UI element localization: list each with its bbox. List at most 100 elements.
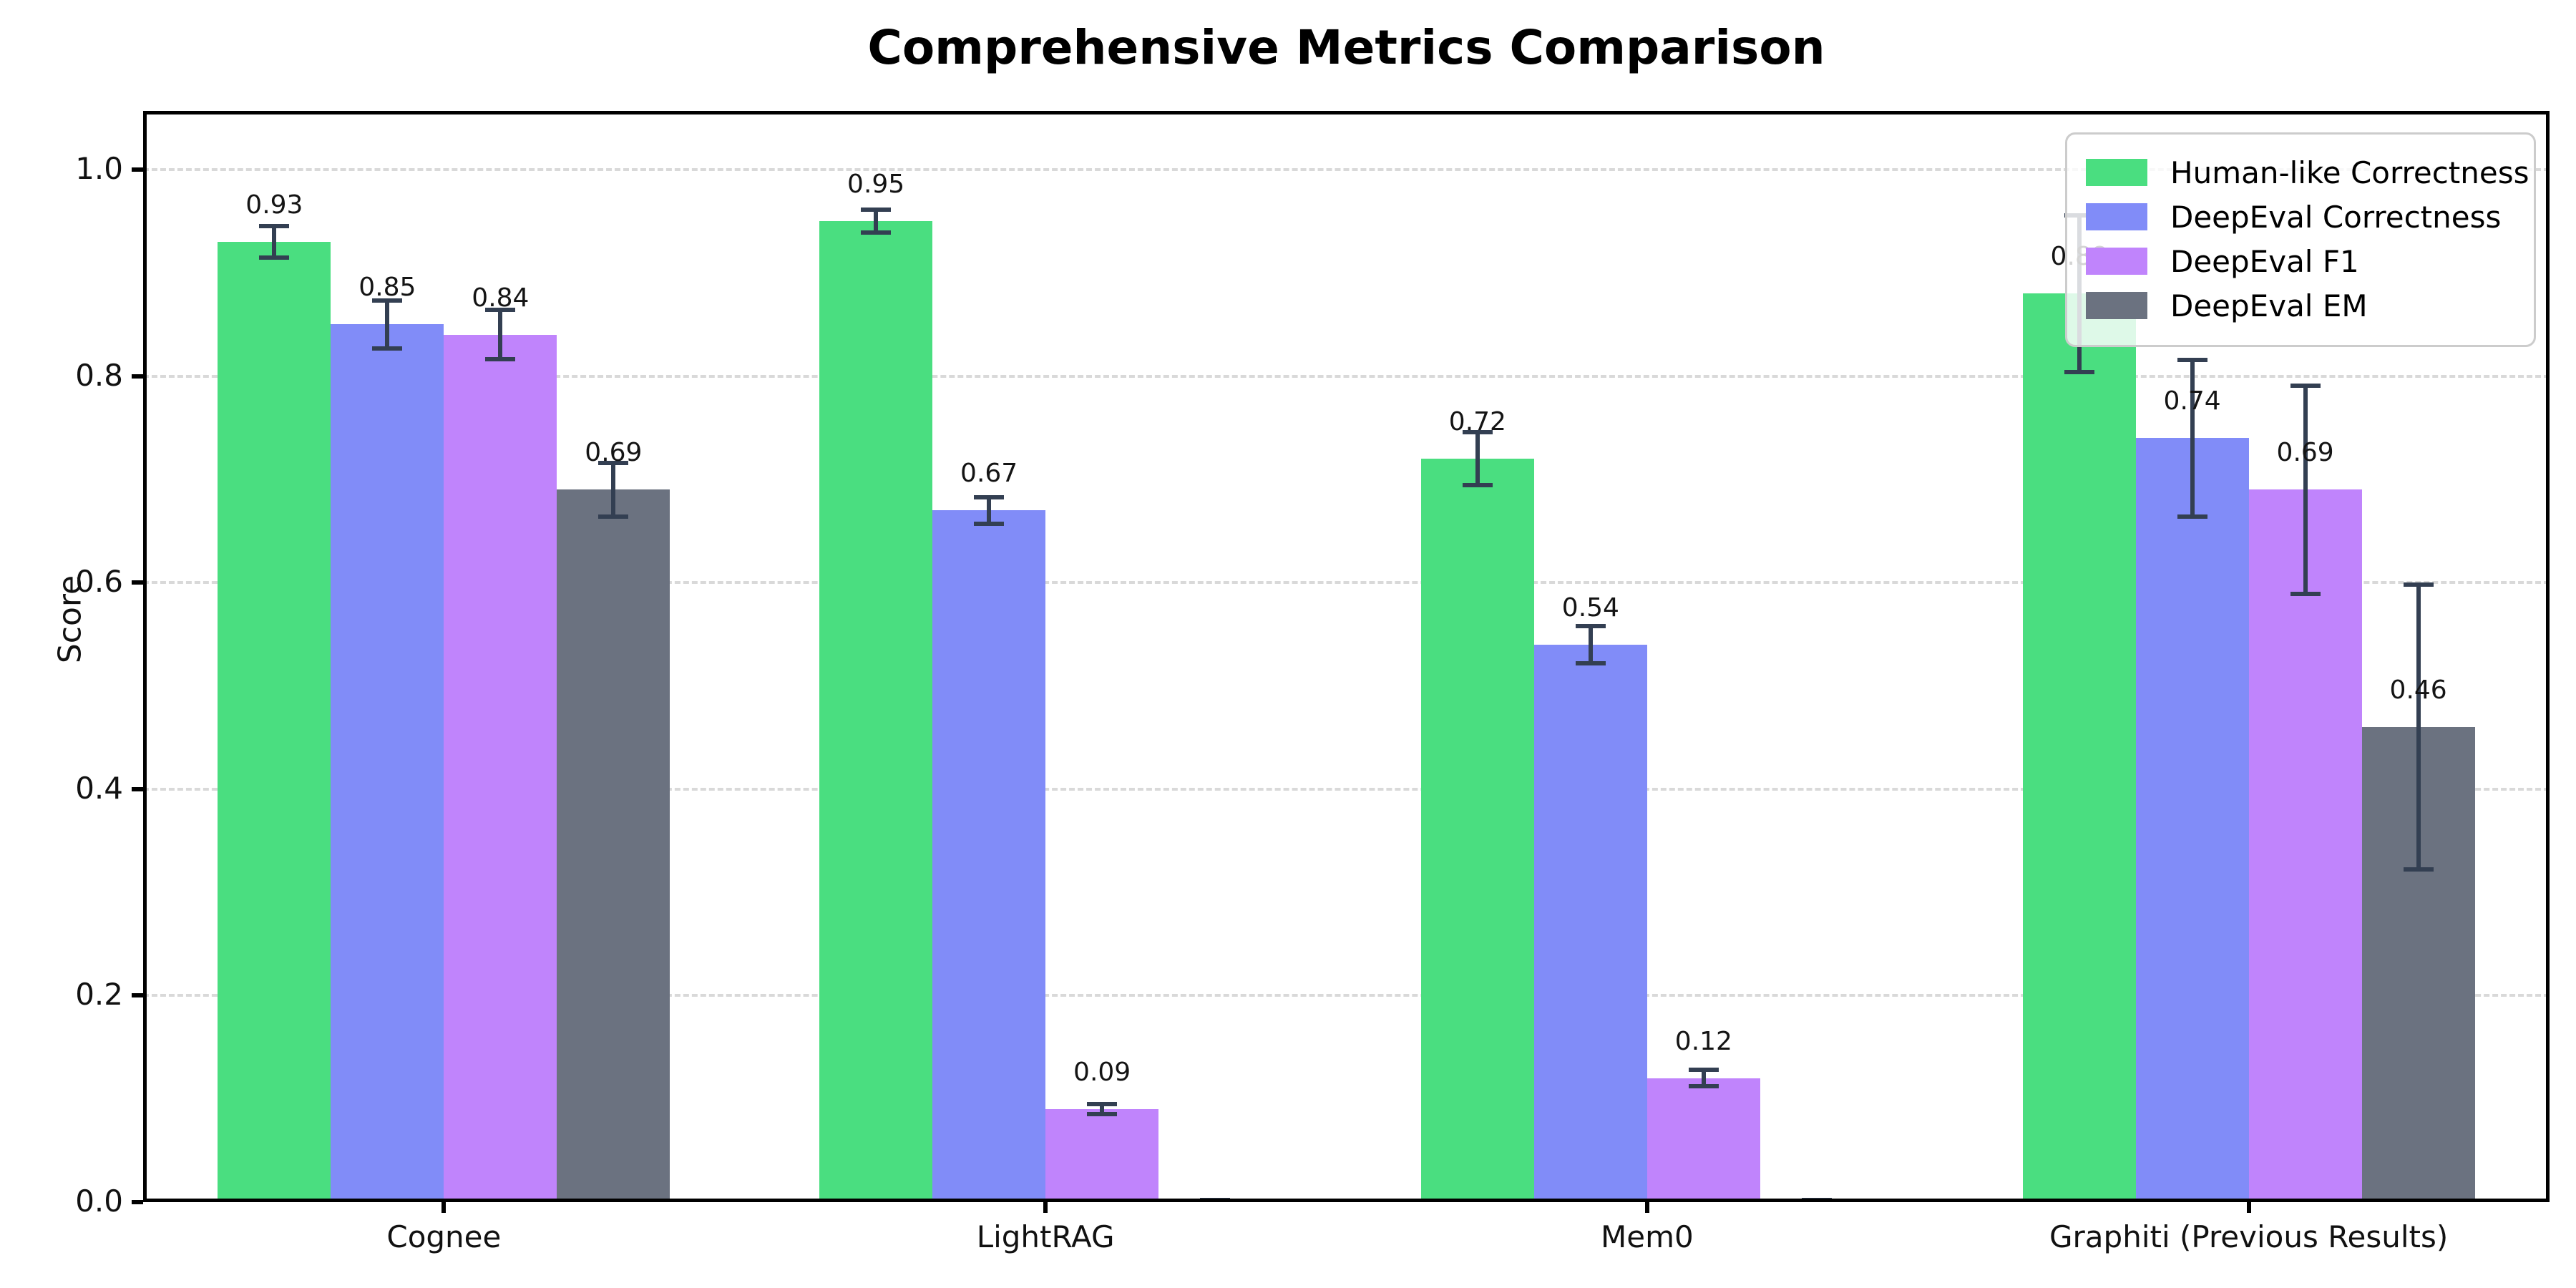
spine-top [143,111,2550,114]
error-bar-cap-bottom [485,357,516,362]
y-tick-label: 0.8 [75,357,123,393]
spine-right [2546,111,2550,1202]
chart-title: Comprehensive Metrics Comparison [867,20,1825,75]
value-label: 0.95 [847,170,905,200]
error-bar [598,460,629,519]
spine-bottom [143,1199,2550,1202]
x-tick-label: Mem0 [1601,1219,1694,1254]
error-bar-cap-bottom [372,346,403,351]
bar-human-like-correctness [218,242,331,1202]
y-tick-label: 1.0 [75,151,123,186]
y-tick-mark [132,580,143,585]
value-label: 0.12 [1674,1026,1732,1056]
gridline [143,374,2550,378]
error-bar [485,308,516,362]
legend-swatch [2086,203,2147,230]
error-bar [1462,429,1493,488]
value-label: 0.46 [2389,675,2447,706]
error-bar-line [987,494,992,526]
error-bar-cap-top [1688,1068,1719,1073]
bar-deepeval-correctness [1533,644,1647,1202]
bar-deepeval-f1 [1045,1109,1159,1202]
y-tick-label: 0.4 [75,770,123,806]
bar-deepeval-f1 [1646,1078,1760,1202]
error-bar-cap-bottom [861,230,892,235]
error-bar-cap-bottom [2290,591,2321,596]
error-bar-cap-top [861,208,892,213]
error-bar [2177,357,2207,519]
value-label: 0.72 [1448,407,1506,437]
x-tick-mark [2246,1202,2251,1213]
x-tick-label: Graphiti (Previous Results) [2049,1219,2449,1254]
error-bar-line [2190,357,2195,519]
legend-swatch [2086,292,2147,319]
error-bar-cap-bottom [259,255,290,260]
y-tick-mark [132,993,143,998]
error-bar [1087,1102,1118,1117]
error-bar-line [874,208,879,235]
value-label: 0.93 [245,190,303,220]
y-tick-label: 0.6 [75,564,123,600]
error-bar-line [1100,1102,1105,1117]
bar-deepeval-correctness [2135,438,2249,1202]
x-tick-label: Cognee [386,1219,502,1254]
error-bar-cap-bottom [598,514,629,519]
legend-label: DeepEval F1 [2170,243,2359,279]
legend-item: DeepEval F1 [2086,239,2515,283]
value-label: 0.84 [472,283,530,313]
x-tick-label: LightRAG [976,1219,1115,1254]
error-bar-cap-top [1462,429,1493,434]
bar-human-like-correctness [2022,293,2136,1202]
error-bar [372,298,403,351]
error-bar-line [272,224,277,260]
legend: Human-like Correctness DeepEval Correctne… [2065,132,2536,347]
error-bar-cap-top [372,298,403,303]
error-bar-cap-top [2290,383,2321,388]
error-bar-line [2303,383,2308,596]
error-bar-cap-top [2403,582,2434,587]
x-tick-mark [1644,1202,1649,1213]
error-bar [259,224,290,260]
error-bar-line [1475,429,1480,488]
error-bar-line [498,308,503,362]
y-tick-mark [132,786,143,791]
value-label: 0.67 [960,459,1018,489]
error-bar-cap-bottom [1688,1084,1719,1089]
y-tick-label: 0.2 [75,977,123,1013]
y-tick-mark [132,1200,143,1204]
bar-deepeval-correctness [932,510,1046,1202]
y-tick-label: 0.0 [75,1184,123,1219]
error-bar-cap-bottom [974,521,1005,526]
bar-deepeval-f1 [2248,489,2362,1202]
value-label: 0.74 [2163,386,2221,416]
error-bar-cap-top [1575,623,1606,628]
error-bar-cap-bottom [1575,660,1606,665]
bar-human-like-correctness [1420,459,1534,1202]
legend-label: DeepEval EM [2170,288,2368,323]
error-bar-cap-top [1087,1102,1118,1107]
legend-swatch [2086,159,2147,186]
gridline [143,168,2550,171]
bar-deepeval-f1 [444,334,557,1202]
error-bar-line [1701,1068,1706,1089]
value-label: 0.54 [1561,592,1619,623]
y-tick-mark [132,167,143,172]
value-label: 0.69 [585,438,643,468]
error-bar-cap-bottom [2064,369,2094,374]
gridline [143,787,2550,791]
legend-label: Human-like Correctness [2170,155,2529,190]
y-tick-mark [132,374,143,379]
error-bar-line [1588,623,1593,665]
error-bar-cap-bottom [1087,1112,1118,1117]
error-bar [2403,582,2434,872]
spine-left [143,111,147,1202]
error-bar-cap-top [2177,357,2207,362]
error-bar-cap-top [974,494,1005,499]
value-label: 0.09 [1073,1058,1131,1088]
error-bar [2290,383,2321,596]
error-bar-cap-top [259,224,290,229]
legend-item: DeepEval EM [2086,283,2515,328]
error-bar-line [611,460,616,519]
error-bar [1688,1068,1719,1089]
